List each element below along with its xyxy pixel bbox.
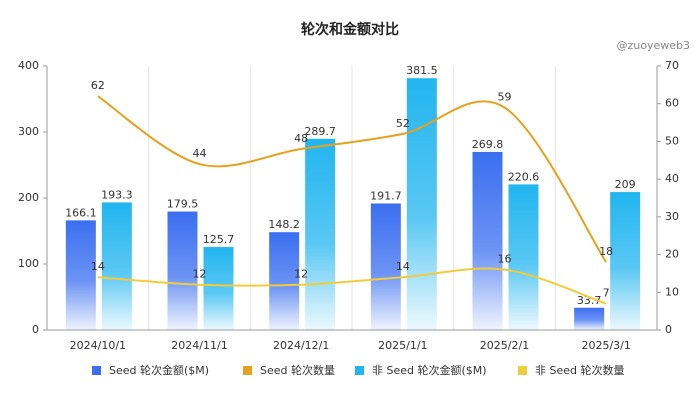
y2-tick-label: 40	[665, 172, 679, 185]
line-value-label: 44	[193, 147, 207, 160]
watermark: @zuoyeweb3	[617, 39, 691, 52]
line-value-label: 14	[396, 260, 410, 273]
bar	[65, 220, 96, 330]
bar-value-label: 289.7	[304, 125, 336, 138]
bar	[574, 307, 605, 330]
line-value-label: 12	[294, 268, 308, 281]
y2-tick-label: 70	[665, 59, 679, 72]
bar	[167, 211, 198, 330]
bar	[610, 192, 641, 330]
bar	[305, 138, 336, 330]
legend-label: Seed 轮次金额($M)	[109, 363, 209, 377]
bar-value-label: 166.1	[65, 206, 97, 219]
line	[97, 95, 608, 263]
bar	[370, 203, 401, 330]
x-tick-label: 2025/2/1	[480, 339, 529, 352]
chart-title: 轮次和金额对比	[301, 21, 399, 38]
bar	[508, 184, 539, 330]
bar	[269, 232, 300, 330]
x-tick-label: 2024/11/1	[171, 339, 227, 352]
y-tick-label: 200	[18, 191, 39, 204]
y2-tick-label: 20	[665, 248, 679, 261]
bar-value-label: 220.6	[508, 170, 540, 183]
x-tick-label: 2025/3/1	[581, 339, 630, 352]
line-value-label: 52	[396, 117, 410, 130]
line-value-label: 48	[294, 132, 308, 145]
legend-swatch	[518, 366, 527, 375]
line-value-label: 18	[599, 245, 613, 258]
bar	[203, 247, 234, 330]
bar-value-label: 33.7	[577, 294, 602, 307]
x-tick-label: 2024/10/1	[70, 339, 126, 352]
legend-swatch	[92, 366, 101, 375]
y2-tick-label: 50	[665, 134, 679, 147]
line-value-label: 7	[603, 287, 610, 300]
y-tick-label: 0	[32, 323, 39, 336]
x-tick-label: 2025/1/1	[378, 339, 427, 352]
y-tick-label: 100	[18, 257, 39, 270]
bar-value-label: 209	[615, 178, 636, 191]
line-value-label: 59	[498, 90, 512, 103]
line-value-label: 14	[91, 260, 105, 273]
x-tick-label: 2024/12/1	[273, 339, 329, 352]
y-tick-label: 400	[18, 59, 39, 72]
line	[97, 267, 607, 305]
legend-label: 非 Seed 轮次金额($M)	[372, 363, 487, 377]
bar	[406, 78, 437, 331]
bar	[101, 202, 132, 330]
bar	[472, 151, 503, 330]
bar-value-label: 381.5	[406, 64, 438, 77]
bar-value-label: 125.7	[203, 233, 235, 246]
line-value-label: 62	[91, 79, 105, 92]
y2-tick-label: 0	[665, 323, 672, 336]
legend-swatch	[243, 366, 252, 375]
y-tick-label: 300	[18, 125, 39, 138]
y2-tick-label: 10	[665, 285, 679, 298]
bar-value-label: 269.8	[472, 138, 504, 151]
line-value-label: 12	[193, 268, 207, 281]
bar-value-label: 191.7	[370, 189, 402, 202]
legend-label: Seed 轮次数量	[260, 363, 335, 377]
y2-tick-label: 60	[665, 97, 679, 110]
legend-label: 非 Seed 轮次数量	[535, 363, 625, 377]
legend-swatch	[355, 366, 364, 375]
bar-value-label: 193.3	[101, 188, 133, 201]
line-value-label: 16	[498, 253, 512, 266]
bar-value-label: 148.2	[268, 218, 300, 231]
bar-value-label: 179.5	[167, 198, 199, 211]
y2-tick-label: 30	[665, 210, 679, 223]
